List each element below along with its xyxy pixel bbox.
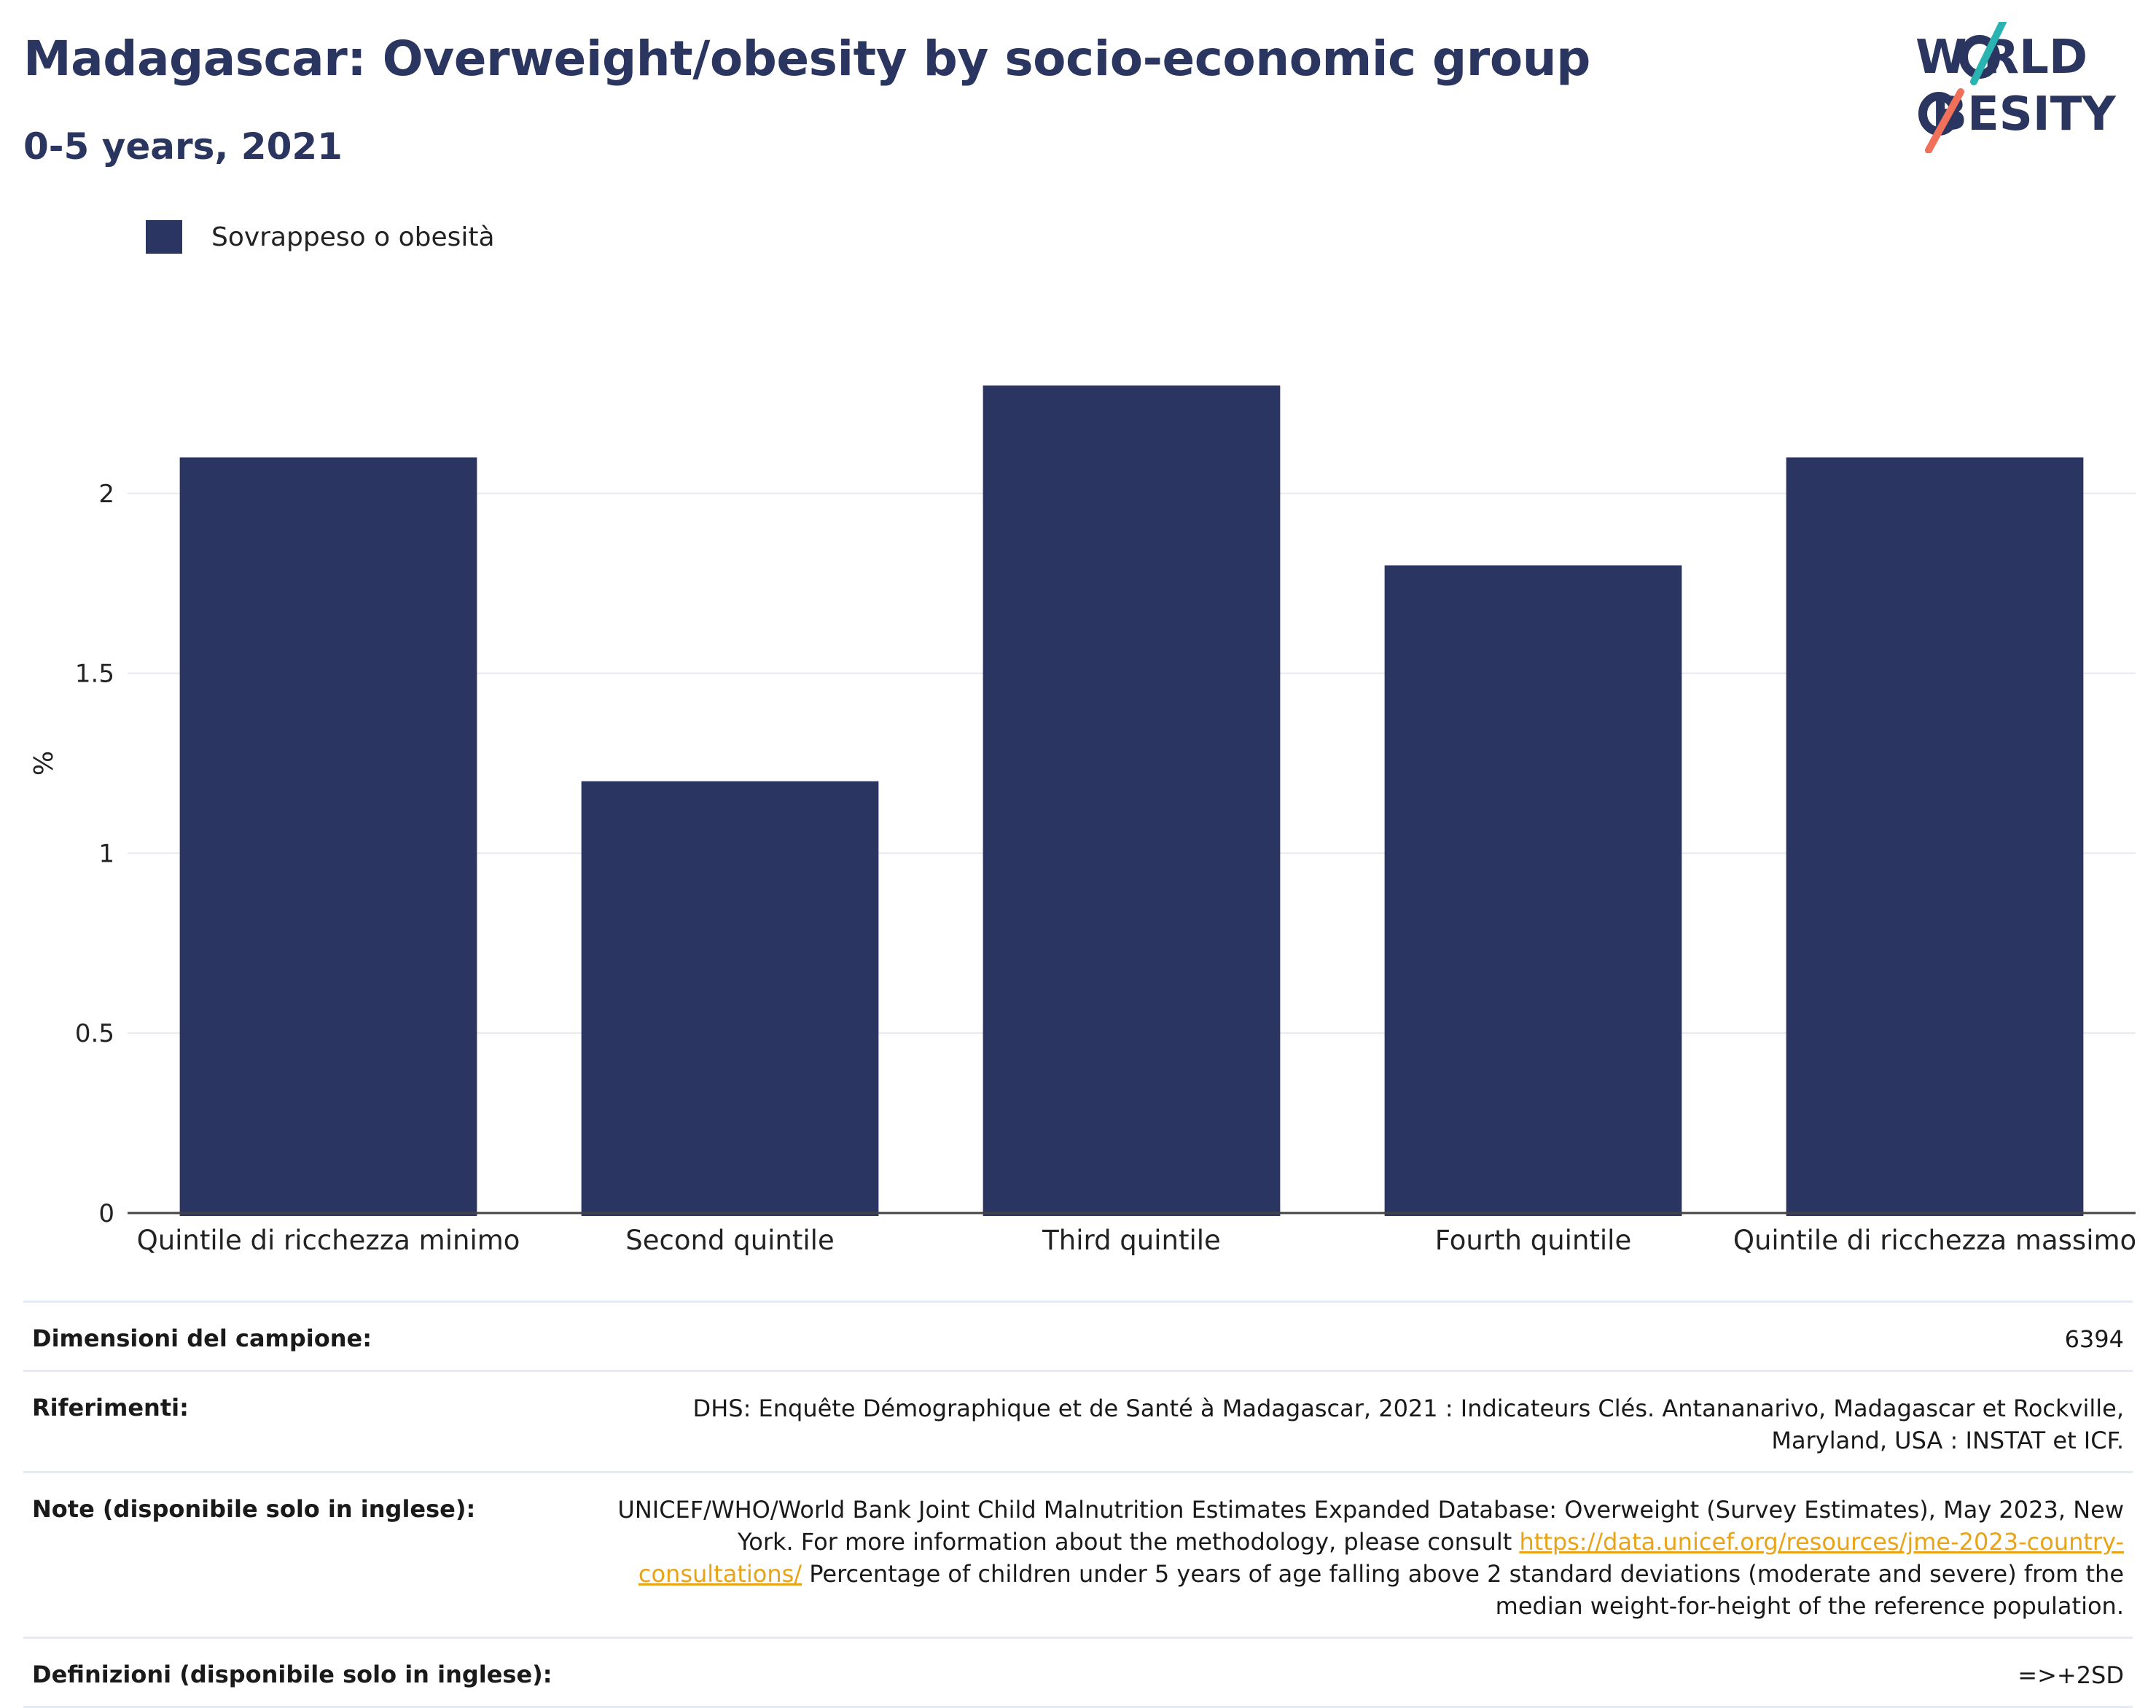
y-tick-label: 1 xyxy=(98,839,114,868)
methodology-link[interactable]: https://data.unicef.org/resources/jme-20… xyxy=(638,1528,2124,1588)
y-tick-label: 0.5 xyxy=(75,1019,114,1048)
x-tick-label: Quintile di ricchezza minimo xyxy=(137,1225,520,1256)
legend-label: Sovrappeso o obesità xyxy=(211,222,495,252)
bar[interactable] xyxy=(1384,565,1682,1216)
legend-swatch xyxy=(146,220,182,254)
y-tick-label: 2 xyxy=(98,480,114,509)
info-key: Riferimenti: xyxy=(32,1394,189,1422)
logo-line1: W RLD xyxy=(1915,31,2087,85)
bar[interactable] xyxy=(1786,457,2084,1217)
info-key: Definizioni (disponibile solo in inglese… xyxy=(32,1661,552,1688)
logo-teal-slash xyxy=(1970,22,2007,85)
bar[interactable] xyxy=(179,457,477,1217)
x-tick-label: Quintile di ricchezza massimo xyxy=(1733,1225,2136,1256)
x-tick-label: Fourth quintile xyxy=(1435,1225,1631,1256)
chart-title: Madagascar: Overweight/obesity by socio-… xyxy=(23,31,1590,87)
info-key: Dimensioni del campione: xyxy=(32,1325,372,1352)
info-value: DHS: Enquête Démographique et de Santé à… xyxy=(692,1395,2124,1454)
bar[interactable] xyxy=(581,781,879,1216)
y-axis-label: % xyxy=(29,751,59,776)
info-row-references: Riferimenti: DHS: Enquête Démographique … xyxy=(23,1370,2133,1471)
world-obesity-logo[interactable]: W RLD BESITY xyxy=(1895,22,2136,153)
note-text-pre: UNICEF/WHO/World Bank Joint Child Malnut… xyxy=(617,1496,2124,1556)
bar-chart: 0 0.5 1 1.5 2% Quintile di ricchezza minimo Se… xyxy=(29,385,2136,1256)
info-value: =>+2SD xyxy=(2018,1661,2124,1689)
chart-subtitle: 0-5 years, 2021 xyxy=(23,125,343,168)
info-value: 6394 xyxy=(2064,1325,2124,1353)
info-row-notes: Note (disponibile solo in inglese): UNIC… xyxy=(23,1471,2133,1637)
chart-legend[interactable]: Sovrappeso o obesità xyxy=(146,220,495,254)
info-row-definitions: Definizioni (disponibile solo in inglese… xyxy=(23,1637,2133,1708)
info-key: Note (disponibile solo in inglese): xyxy=(32,1495,476,1523)
y-tick-label: 1.5 xyxy=(75,660,114,689)
bar[interactable] xyxy=(983,385,1281,1216)
info-value: UNICEF/WHO/World Bank Joint Child Malnut… xyxy=(593,1494,2124,1622)
x-tick-label: Third quintile xyxy=(1042,1225,1221,1256)
info-row-sample-size: Dimensioni del campione: 6394 xyxy=(23,1301,2133,1370)
x-tick-label: Second quintile xyxy=(625,1225,834,1256)
note-text-post: Percentage of children under 5 years of … xyxy=(802,1560,2124,1620)
y-tick-label: 0 xyxy=(98,1199,114,1228)
logo-coral-slash xyxy=(1925,88,1964,153)
info-table: Dimensioni del campione: 6394 Riferiment… xyxy=(23,1301,2133,1708)
